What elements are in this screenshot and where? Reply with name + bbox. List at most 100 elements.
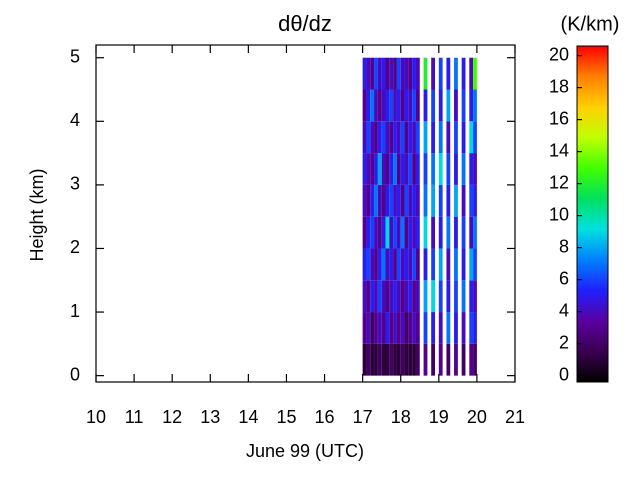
heat-cell (438, 121, 443, 154)
heat-cell (431, 248, 436, 281)
heat-cell (423, 248, 428, 281)
heat-cell (408, 216, 413, 249)
heat-cell (415, 121, 420, 154)
heat-cell (400, 216, 405, 249)
heat-cell (362, 280, 367, 313)
heat-cell (393, 280, 397, 313)
heat-cell (370, 121, 375, 154)
x-tick-label: 11 (125, 407, 144, 427)
heat-cell (473, 57, 477, 90)
heat-cell (400, 184, 405, 217)
heat-cell (366, 216, 371, 249)
heat-cell (362, 121, 367, 154)
heat-cell (404, 57, 409, 90)
heat-cell (423, 153, 428, 185)
heat-cell (446, 153, 451, 185)
heat-cell (469, 89, 474, 122)
heat-cell (431, 216, 436, 249)
heat-cell (377, 57, 382, 90)
heat-cell (374, 248, 378, 281)
heat-cell (415, 248, 420, 281)
heat-cell (381, 121, 386, 154)
x-tick-label: 16 (315, 407, 335, 427)
heat-cell (412, 121, 416, 154)
heat-cell (374, 280, 378, 313)
y-tick-label: 4 (70, 110, 80, 130)
colorbar (576, 45, 609, 383)
heat-cell (389, 280, 394, 313)
heat-cell (469, 57, 474, 90)
heat-cell (461, 312, 466, 344)
heat-cell (412, 89, 416, 122)
heat-cell (396, 121, 401, 154)
heat-cell (438, 57, 443, 90)
colorbar-tick-label: 14 (549, 140, 569, 160)
heat-cell (381, 89, 386, 122)
heat-cell (404, 280, 409, 313)
heat-cell (473, 216, 477, 249)
heat-cell (408, 153, 413, 185)
heat-cell (374, 343, 378, 376)
heat-cell (469, 153, 474, 185)
heat-cell (408, 312, 413, 344)
heat-cell (412, 312, 416, 344)
heat-cell (381, 216, 386, 249)
plot-frame (95, 44, 516, 383)
heat-cell (400, 280, 405, 313)
heat-cell (396, 57, 401, 90)
heat-cell (423, 312, 428, 344)
heat-cell (412, 57, 416, 90)
heat-cell (366, 184, 371, 217)
heat-cell (393, 216, 397, 249)
heat-cell (454, 121, 458, 154)
heat-cell (396, 153, 401, 185)
heat-cell (431, 184, 436, 217)
heat-cell (446, 184, 451, 217)
heat-cell (454, 216, 458, 249)
heat-cell (366, 280, 371, 313)
heat-cell (461, 248, 466, 281)
heat-cell (415, 57, 420, 90)
heat-cell (362, 248, 367, 281)
heat-cell (385, 248, 390, 281)
heat-cell (454, 57, 458, 90)
heat-cell (469, 248, 474, 281)
heat-cell (370, 57, 375, 90)
heat-cell (366, 153, 371, 185)
heat-cell (408, 57, 413, 90)
heat-cell (473, 343, 477, 376)
heat-cell (412, 216, 416, 249)
heat-cell (469, 343, 474, 376)
heat-cell (366, 89, 371, 122)
y-tick-label: 0 (70, 364, 80, 384)
heat-cell (404, 153, 409, 185)
heat-cell (381, 153, 386, 185)
heat-cell (400, 121, 405, 154)
chart-title: dθ/dz (278, 11, 332, 36)
heat-cell (389, 57, 394, 90)
heat-cell (438, 216, 443, 249)
heat-cell (389, 216, 394, 249)
heat-cell (393, 121, 397, 154)
colorbar-tick-label: 2 (559, 332, 569, 352)
y-tick-label: 2 (70, 237, 80, 257)
heat-cell (461, 89, 466, 122)
heat-cell (377, 280, 382, 313)
heat-cell (415, 280, 420, 313)
y-tick-label: 3 (70, 174, 80, 194)
heat-cell (415, 343, 420, 376)
heat-cell (362, 153, 367, 185)
heat-cell (473, 312, 477, 344)
heat-cell (362, 57, 367, 90)
heat-cell (438, 343, 443, 376)
heat-cell (377, 184, 382, 217)
heat-cell (366, 57, 371, 90)
colorbar-tick-label: 6 (559, 268, 569, 288)
heat-cell (461, 57, 466, 90)
heat-cell (438, 184, 443, 217)
colorbar-tick-label: 0 (559, 364, 569, 384)
heat-cell (423, 121, 428, 154)
heat-cell (381, 248, 386, 281)
heat-cell (431, 312, 436, 344)
